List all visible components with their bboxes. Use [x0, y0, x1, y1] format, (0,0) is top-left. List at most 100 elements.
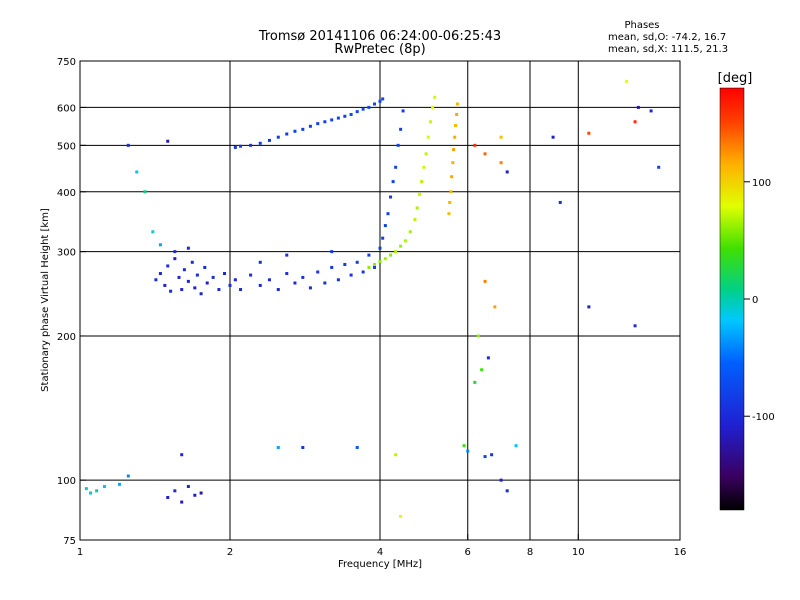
- chart-title: Tromsø 20141106 06:24:00-06:25:43: [258, 29, 501, 44]
- data-point: [316, 270, 320, 274]
- data-point: [117, 482, 121, 486]
- data-point: [373, 265, 377, 269]
- data-point: [349, 273, 353, 277]
- data-point: [151, 230, 155, 234]
- data-point: [293, 281, 297, 285]
- data-point: [330, 118, 334, 122]
- data-point: [514, 444, 518, 448]
- data-point: [193, 493, 197, 497]
- data-point: [473, 380, 477, 384]
- x-tick-label: 6: [465, 547, 471, 558]
- data-point: [89, 491, 93, 495]
- data-point: [199, 491, 203, 495]
- stats-line-o: mean, sd,O: -74.2, 16.7: [608, 32, 726, 43]
- data-point: [103, 484, 107, 488]
- grid: [80, 61, 680, 540]
- data-point: [186, 246, 190, 250]
- data-point: [301, 275, 305, 279]
- data-point: [173, 250, 177, 254]
- data-point: [203, 265, 207, 269]
- data-point: [154, 278, 158, 282]
- data-point: [649, 109, 653, 113]
- data-point: [389, 253, 393, 257]
- data-point: [415, 206, 419, 210]
- data-point: [399, 127, 403, 131]
- data-point: [386, 212, 390, 216]
- x-tick-label: 10: [572, 547, 585, 558]
- data-point: [551, 135, 555, 139]
- data-point: [499, 135, 503, 139]
- data-point: [483, 455, 487, 459]
- y-tick-label: 75: [63, 536, 76, 547]
- data-point: [166, 139, 170, 143]
- data-point: [193, 286, 197, 290]
- data-point: [625, 79, 629, 83]
- data-point: [330, 250, 334, 254]
- data-point: [233, 278, 237, 282]
- data-point: [173, 257, 177, 261]
- data-point: [323, 120, 327, 124]
- x-tick-label: 4: [377, 547, 383, 558]
- data-point: [258, 283, 262, 287]
- data-point: [166, 495, 170, 499]
- data-point: [451, 161, 455, 165]
- data-point: [228, 283, 232, 287]
- data-point: [126, 143, 130, 147]
- data-point: [180, 500, 184, 504]
- data-point: [428, 120, 432, 124]
- stats-heading: Phases: [624, 20, 659, 31]
- data-point: [285, 253, 289, 257]
- data-point: [126, 474, 130, 478]
- data-point: [633, 324, 637, 328]
- data-point: [391, 180, 395, 184]
- data-point: [239, 144, 243, 148]
- data-point: [476, 334, 480, 338]
- data-point: [367, 253, 371, 257]
- data-point: [447, 212, 451, 216]
- data-point: [505, 170, 509, 174]
- chart-subtitle: RwPretec (8p): [334, 42, 425, 57]
- data-point: [169, 289, 173, 293]
- data-point: [452, 148, 456, 152]
- data-point: [186, 484, 190, 488]
- data-point: [182, 268, 186, 272]
- colorbar-tick-label: 0: [752, 295, 758, 306]
- data-point: [408, 230, 412, 234]
- data-point: [454, 124, 458, 128]
- y-tick-label: 300: [57, 248, 76, 259]
- data-point: [657, 165, 661, 169]
- x-axis-label: Frequency [MHz]: [338, 559, 422, 570]
- data-point: [378, 99, 382, 103]
- colorbar-tick-label: -100: [752, 412, 775, 423]
- data-point: [308, 286, 312, 290]
- data-point: [403, 239, 407, 243]
- data-point: [267, 278, 271, 282]
- data-point: [417, 192, 421, 196]
- data-point: [180, 453, 184, 457]
- y-axis-ticks: 75 100 200 300 400 500 600 750: [57, 57, 86, 547]
- data-point: [276, 445, 280, 449]
- data-point: [343, 114, 347, 118]
- data-point: [135, 170, 139, 174]
- data-point: [330, 265, 334, 269]
- data-point: [355, 445, 359, 449]
- data-point: [301, 445, 305, 449]
- data-point: [285, 272, 289, 276]
- data-point: [276, 135, 280, 139]
- data-point: [84, 487, 88, 491]
- data-point: [143, 190, 147, 194]
- data-point: [381, 236, 385, 240]
- data-point: [633, 120, 637, 124]
- data-point: [448, 200, 452, 204]
- data-point: [455, 102, 459, 106]
- y-tick-label: 600: [57, 103, 76, 114]
- data-point: [158, 272, 162, 276]
- data-point: [186, 279, 190, 283]
- data-point: [323, 281, 327, 285]
- data-point: [343, 262, 347, 266]
- data-point: [199, 292, 203, 296]
- data-point: [355, 260, 359, 264]
- data-point: [636, 105, 640, 109]
- colorbar: [719, 87, 745, 511]
